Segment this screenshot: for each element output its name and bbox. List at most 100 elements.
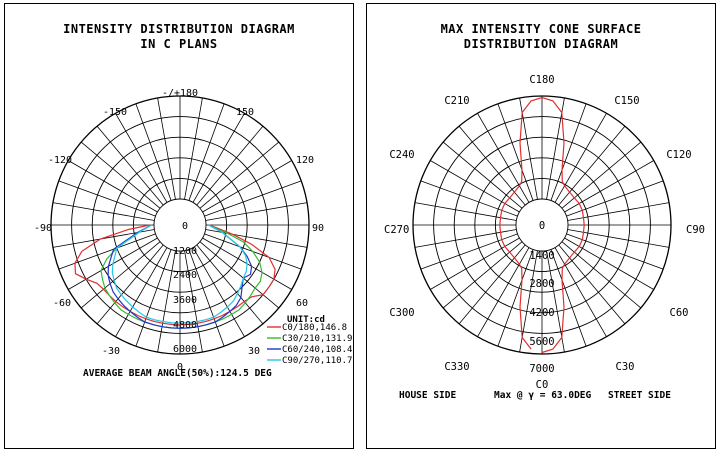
unit-label: UNIT:cd bbox=[287, 315, 325, 325]
angle-tick-label: C180 bbox=[529, 74, 554, 86]
legend-entry: C30/210,131.9 bbox=[282, 334, 352, 344]
grid-spoke bbox=[196, 125, 264, 206]
grid-spoke bbox=[115, 113, 168, 203]
grid-spoke bbox=[550, 249, 587, 347]
series-line bbox=[107, 224, 253, 329]
grid-spoke bbox=[561, 241, 642, 309]
grid-spoke bbox=[497, 249, 534, 347]
radial-tick-label: 1400 bbox=[529, 250, 554, 262]
angle-tick-label: 60 bbox=[296, 298, 308, 309]
grid-spoke bbox=[567, 202, 670, 221]
legend-entry: C60/240,108.4 bbox=[282, 345, 352, 355]
radial-tick-label: 7000 bbox=[529, 363, 554, 375]
radial-tick-label: 1200 bbox=[173, 246, 197, 257]
series-line bbox=[499, 96, 585, 354]
grid-spoke bbox=[58, 180, 156, 217]
legend-entry: C90/270,110.7 bbox=[282, 356, 352, 366]
radial-tick-label: 4800 bbox=[173, 320, 197, 331]
radial-tick-label: 6000 bbox=[173, 344, 197, 355]
angle-tick-label: -60 bbox=[53, 298, 71, 309]
grid-spoke bbox=[414, 229, 517, 248]
grid-spoke bbox=[80, 141, 161, 209]
angle-tick-label: C90 bbox=[686, 224, 705, 236]
grid-spoke bbox=[477, 113, 530, 203]
intensity-distribution-panel: INTENSITY DISTRIBUTION DIAGRAM IN C PLAN… bbox=[4, 3, 354, 449]
grid-spoke bbox=[442, 241, 523, 309]
radial-tick-label: 5600 bbox=[529, 336, 554, 348]
grid-spoke bbox=[184, 250, 203, 353]
chart-title-line1: INTENSITY DISTRIBUTION DIAGRAM bbox=[63, 22, 295, 36]
grid-spoke bbox=[477, 247, 530, 337]
grid-spoke bbox=[420, 180, 518, 217]
grid-spoke bbox=[80, 241, 161, 309]
grid-spoke bbox=[205, 202, 308, 221]
grid-spoke bbox=[135, 249, 172, 347]
grid-spoke bbox=[52, 202, 155, 221]
grid-spoke bbox=[561, 141, 642, 209]
grid-spoke bbox=[442, 141, 523, 209]
angle-tick-label: C270 bbox=[384, 224, 409, 236]
angle-tick-label: 120 bbox=[296, 155, 314, 166]
grid-spoke bbox=[554, 113, 607, 203]
cone-surface-panel: MAX INTENSITY CONE SURFACE DISTRIBUTION … bbox=[366, 3, 716, 449]
grid-spoke bbox=[96, 125, 164, 206]
chart-title-line1: MAX INTENSITY CONE SURFACE bbox=[440, 22, 642, 36]
radial-tick-label: 4200 bbox=[529, 307, 554, 319]
chart-title-line2: IN C PLANS bbox=[140, 37, 218, 51]
grid-spoke bbox=[188, 103, 225, 201]
angle-tick-label: -30 bbox=[102, 346, 120, 357]
grid-spoke bbox=[96, 244, 164, 325]
chart-title-line2: DISTRIBUTION DIAGRAM bbox=[463, 37, 619, 51]
angle-tick-label: C120 bbox=[666, 149, 691, 161]
beam-angle-note: AVERAGE BEAM ANGLE(50%):124.5 DEG bbox=[83, 368, 272, 379]
angle-tick-label: -120 bbox=[48, 155, 72, 166]
grid-spoke bbox=[58, 233, 156, 270]
grid-spoke bbox=[192, 247, 245, 337]
grid-spoke bbox=[68, 160, 158, 213]
grid-spoke bbox=[497, 103, 534, 201]
angle-tick-label: C240 bbox=[389, 149, 414, 161]
grid-spoke bbox=[184, 97, 203, 200]
angle-tick-label: -/+180 bbox=[162, 88, 198, 99]
house-side-label: HOUSE SIDE bbox=[399, 390, 456, 401]
angle-tick-label: 150 bbox=[236, 107, 254, 118]
grid-circle bbox=[153, 198, 207, 252]
grid-spoke bbox=[199, 141, 280, 209]
legend-entry: C0/180,146.8 bbox=[282, 323, 347, 333]
grid-spoke bbox=[192, 113, 245, 203]
intensity-polar-chart: -/+180 -150 150 -120 120 -90 90 -60 60 -30 30 0 0 120… bbox=[34, 88, 352, 379]
grid-spoke bbox=[554, 247, 607, 337]
angle-tick-label: 0 bbox=[177, 362, 183, 373]
grid-spoke bbox=[199, 241, 280, 309]
radial-tick-label: 0 bbox=[182, 221, 188, 232]
grid-spoke bbox=[420, 233, 518, 270]
grid-spoke bbox=[566, 233, 664, 270]
angle-tick-label: C300 bbox=[389, 307, 414, 319]
street-side-label: STREET SIDE bbox=[608, 390, 671, 401]
grid-spoke bbox=[196, 244, 264, 325]
radial-tick-label: 2400 bbox=[173, 270, 197, 281]
grid-spoke bbox=[115, 247, 168, 337]
grid-spoke bbox=[202, 160, 292, 213]
radial-tick-label: 2800 bbox=[529, 278, 554, 290]
radial-tick-label: 3600 bbox=[173, 295, 197, 306]
angle-tick-label: C30 bbox=[616, 361, 635, 373]
angle-tick-label: C330 bbox=[444, 361, 469, 373]
grid-spoke bbox=[414, 202, 517, 221]
series-line bbox=[74, 224, 276, 326]
grid-spoke bbox=[157, 250, 176, 353]
grid-spoke bbox=[567, 229, 670, 248]
angle-tick-label: C0 bbox=[536, 379, 549, 391]
angle-tick-label: 90 bbox=[312, 223, 324, 234]
grid-spoke bbox=[157, 97, 176, 200]
grid-spoke bbox=[550, 103, 587, 201]
grid-spoke bbox=[566, 180, 664, 217]
angle-tick-label: -90 bbox=[34, 223, 52, 234]
angle-tick-label: C210 bbox=[444, 95, 469, 107]
series-line bbox=[111, 224, 248, 324]
angle-tick-label: 30 bbox=[248, 346, 260, 357]
radial-tick-label: 0 bbox=[539, 220, 545, 232]
grid-spoke bbox=[204, 180, 302, 217]
grid-spoke bbox=[135, 103, 172, 201]
